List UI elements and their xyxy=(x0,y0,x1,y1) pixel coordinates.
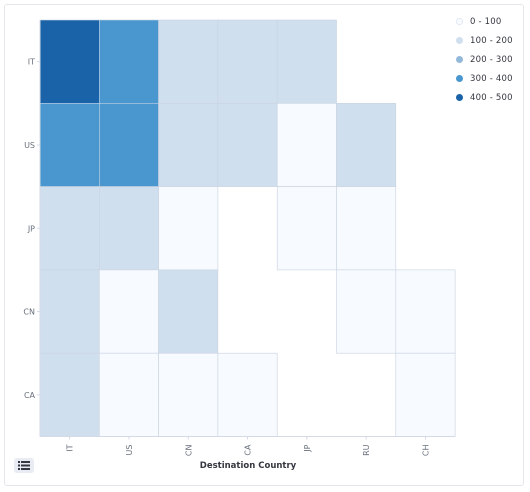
heatmap-cell-us-ru[interactable] xyxy=(336,103,397,187)
legend-label: 400 - 500 xyxy=(470,92,513,103)
legend-item[interactable]: 100 - 200 xyxy=(456,31,513,50)
legend-item[interactable]: 300 - 400 xyxy=(456,69,513,88)
heatmap-cell-us-ca[interactable] xyxy=(217,103,278,187)
heatmap-cell-us-jp[interactable] xyxy=(276,103,337,187)
heatmap-cell-it-cn[interactable] xyxy=(158,19,219,104)
legend-swatch xyxy=(456,75,463,82)
heatmap-cell-cn-ru[interactable] xyxy=(336,269,397,354)
x-tick-label-ch: CH xyxy=(421,445,430,457)
heatmap-cell-us-cn[interactable] xyxy=(158,103,219,187)
x-tick-label-ca: CA xyxy=(244,444,253,456)
y-tick-label-jp: JP xyxy=(27,224,35,233)
legend-toggle-button[interactable] xyxy=(14,458,34,473)
legend-swatch xyxy=(456,37,463,44)
legend-label: 200 - 300 xyxy=(470,54,513,65)
legend-label: 300 - 400 xyxy=(470,73,513,84)
x-tick-label-ru: RU xyxy=(362,444,371,456)
legend-label: 0 - 100 xyxy=(470,16,502,27)
y-tick-label-it: IT xyxy=(28,58,35,67)
x-tick-label-it: IT xyxy=(66,444,75,451)
heatmap-cell-ca-it[interactable] xyxy=(39,352,100,437)
heatmap-cell-it-us[interactable] xyxy=(99,19,159,104)
heatmap-cell-ca-cn[interactable] xyxy=(158,352,219,437)
heatmap-cell-it-jp[interactable] xyxy=(276,19,337,104)
heatmap-cell-jp-ru[interactable] xyxy=(336,186,397,271)
heatmap-cell-it-ca[interactable] xyxy=(217,19,278,104)
legend-label: 100 - 200 xyxy=(470,35,513,46)
legend-item[interactable]: 200 - 300 xyxy=(456,50,513,69)
heatmap-cell-ca-ch[interactable] xyxy=(395,352,456,437)
legend-swatch xyxy=(456,56,463,63)
legend-item[interactable]: 0 - 100 xyxy=(456,12,513,31)
heatmap-cell-ca-ca[interactable] xyxy=(217,352,278,437)
heatmap-cell-jp-us[interactable] xyxy=(99,186,159,271)
y-tick-label-cn: CN xyxy=(23,308,35,317)
heatmap-axes: IT US JP CN CA IT US CN CA JP RU CH xyxy=(23,20,456,457)
x-tick-label-cn: CN xyxy=(184,444,193,456)
heatmap-cell-it-it[interactable] xyxy=(39,19,100,104)
heatmap-cell-jp-cn[interactable] xyxy=(158,186,219,271)
y-tick-label-ca: CA xyxy=(24,391,36,400)
legend-swatch xyxy=(456,94,463,101)
heatmap-cell-cn-ch[interactable] xyxy=(395,269,456,354)
heatmap-cell-us-it[interactable] xyxy=(39,103,100,187)
x-axis-title: Destination Country xyxy=(200,461,297,471)
heatmap-cell-cn-it[interactable] xyxy=(39,269,100,354)
heatmap-cell-jp-it[interactable] xyxy=(39,186,100,271)
heatmap-cell-cn-us[interactable] xyxy=(99,269,159,354)
heatmap-cell-us-us[interactable] xyxy=(99,103,159,187)
heatmap-cell-cn-cn[interactable] xyxy=(158,269,219,354)
y-tick-label-us: US xyxy=(24,141,35,150)
x-tick-label-us: US xyxy=(125,445,134,456)
chart-legend: 0 - 100 100 - 200 200 - 300 300 - 400 400 - … xyxy=(456,12,513,107)
heatmap-cell-jp-jp[interactable] xyxy=(276,186,337,271)
legend-swatch xyxy=(456,18,463,25)
legend-item[interactable]: 400 - 500 xyxy=(456,88,513,107)
heatmap-cell-ca-us[interactable] xyxy=(99,352,159,437)
heatmap-cells xyxy=(39,19,456,437)
list-icon xyxy=(18,461,30,470)
x-tick-label-jp: JP xyxy=(303,444,312,452)
